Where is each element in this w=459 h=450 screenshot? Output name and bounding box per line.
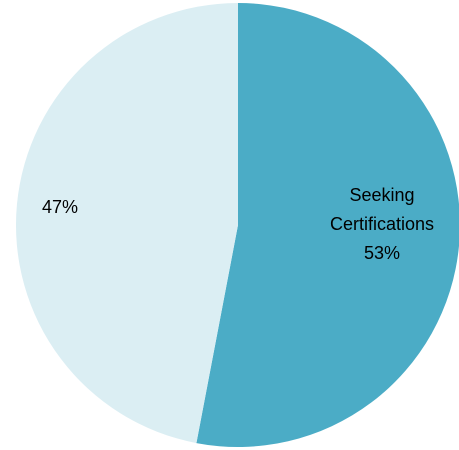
slice-label-0: Seeking Certifications 53% [330,185,434,263]
slice-label-1: 47% [42,197,78,217]
slice-label-line: 53% [364,243,400,263]
slice-label-line: Certifications [330,214,434,234]
pie-slices [15,2,459,447]
slice-label-line: Seeking [349,185,414,205]
pie-slice-1 [15,2,238,444]
pie-labels: Seeking Certifications 53% 47% [42,185,434,263]
slice-label-line: 47% [42,197,78,217]
pie-slice-0 [196,3,459,447]
